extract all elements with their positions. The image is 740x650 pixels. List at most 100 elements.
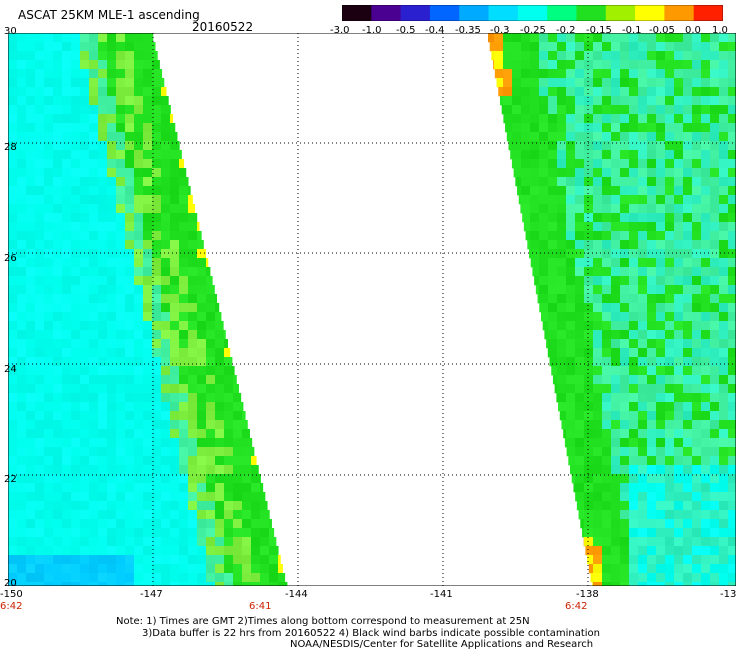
data-cell [629,312,639,322]
data-cell [692,195,702,205]
data-cell [710,438,720,448]
data-cell [17,150,27,160]
data-cell [719,492,729,502]
data-cell [17,168,27,178]
data-cell [233,582,243,586]
data-cell [8,492,18,502]
data-cell [584,240,594,250]
data-cell [80,150,90,160]
data-cell [629,141,639,151]
data-cell [107,402,117,412]
data-cell [62,519,72,529]
data-cell [566,312,576,322]
data-cell [719,123,729,133]
data-cell [692,528,702,538]
data-cell [521,141,531,151]
data-cell [17,501,27,511]
data-cell [620,231,630,241]
data-cell [26,258,36,268]
data-cell [35,582,45,586]
left-swath [8,33,288,586]
data-cell [488,33,498,43]
data-cell [638,150,648,160]
data-cell [710,375,720,385]
data-cell [539,60,549,70]
data-cell [215,312,222,322]
data-cell [494,33,504,43]
data-cell [89,69,99,79]
data-cell [206,402,216,412]
data-cell [215,402,225,412]
data-cell [152,411,162,421]
data-cell [134,348,144,358]
data-cell [701,96,711,106]
data-cell [611,96,621,106]
data-cell [197,447,207,457]
lat-tick: 20 [4,578,17,589]
data-cell [665,60,675,70]
data-cell [611,510,621,520]
data-cell [719,231,729,241]
data-cell [35,177,45,187]
data-cell [134,456,144,466]
data-cell [611,564,621,574]
data-cell [44,411,54,421]
colorbar-swatch [605,5,636,21]
data-cell [539,285,549,295]
data-cell [71,456,81,466]
data-cell [89,60,99,70]
data-cell [8,438,18,448]
data-cell [692,510,702,520]
data-cell [197,546,207,556]
data-cell [134,330,144,340]
data-cell [224,510,234,520]
data-cell [116,150,126,160]
data-cell [143,555,153,565]
data-cell [701,87,711,97]
lon-tick: -138 [576,589,599,600]
data-cell [134,177,144,187]
data-cell [98,492,108,502]
data-cell [656,474,666,484]
data-cell [98,384,108,394]
data-cell [62,420,72,430]
data-cell [548,240,558,250]
data-cell [152,393,162,403]
data-cell [692,105,702,115]
data-cell [575,204,585,214]
data-cell [152,546,162,556]
data-cell [80,564,90,574]
data-cell [44,465,54,475]
data-cell [665,321,675,331]
data-cell [107,465,117,475]
data-cell [170,393,180,403]
data-cell [17,312,27,322]
data-cell [530,114,540,124]
data-cell [17,339,27,349]
data-cell [116,411,126,421]
data-cell [107,213,117,223]
data-cell [44,195,54,205]
data-cell [143,402,153,412]
data-cell [35,51,45,61]
data-cell [602,465,612,475]
data-cell [89,123,99,133]
data-cell [44,555,54,565]
data-cell [179,258,189,268]
data-cell [89,285,99,295]
data-cell [575,285,585,295]
data-cell [179,510,189,520]
data-cell [530,96,540,106]
data-cell [26,249,36,259]
data-cell [71,483,81,493]
data-cell [80,429,90,439]
colorbar-label: -0.25 [520,25,546,36]
data-cell [107,276,117,286]
data-cell [701,411,711,421]
data-cell [602,402,612,412]
data-cell [35,204,45,214]
data-cell [719,456,729,466]
data-cell [71,177,81,187]
data-cell [665,447,675,457]
data-cell [575,222,585,232]
